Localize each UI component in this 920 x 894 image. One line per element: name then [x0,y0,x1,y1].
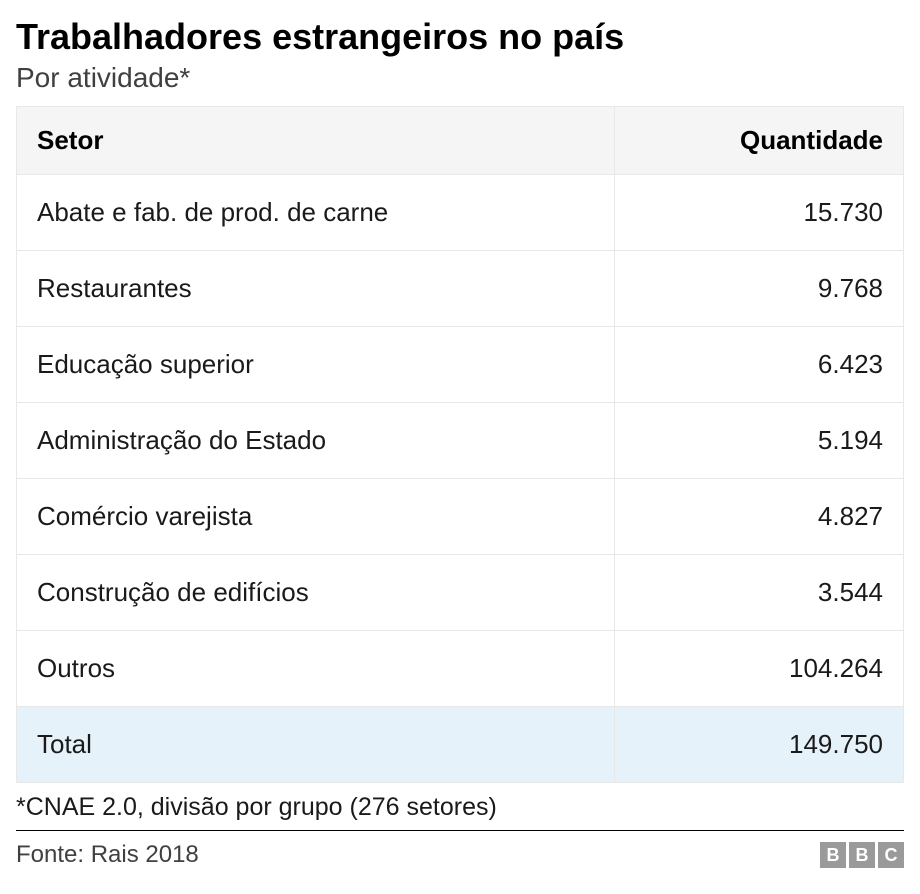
table-row: Total149.750 [17,707,904,783]
source-row: Fonte: Rais 2018 B B C [16,831,904,869]
bbc-logo-letter: B [849,842,875,868]
bbc-logo-letter: C [878,842,904,868]
cell-quantity: 149.750 [614,707,903,783]
col-header-sector: Setor [17,107,615,175]
cell-sector: Comércio varejista [17,479,615,555]
table-row: Construção de edifícios3.544 [17,555,904,631]
bbc-logo-letter: B [820,842,846,868]
table-row: Abate e fab. de prod. de carne15.730 [17,175,904,251]
cell-sector: Educação superior [17,327,615,403]
col-header-quantity: Quantidade [614,107,903,175]
table-row: Educação superior6.423 [17,327,904,403]
table-row: Outros104.264 [17,631,904,707]
cell-quantity: 3.544 [614,555,903,631]
cell-quantity: 104.264 [614,631,903,707]
cell-sector: Construção de edifícios [17,555,615,631]
cell-sector: Restaurantes [17,251,615,327]
cell-quantity: 6.423 [614,327,903,403]
table-row: Comércio varejista4.827 [17,479,904,555]
table-row: Administração do Estado5.194 [17,403,904,479]
cell-quantity: 15.730 [614,175,903,251]
table-row: Restaurantes9.768 [17,251,904,327]
cell-sector: Total [17,707,615,783]
bbc-logo: B B C [820,842,904,868]
page-subtitle: Por atividade* [16,62,904,94]
cell-sector: Abate e fab. de prod. de carne [17,175,615,251]
cell-quantity: 4.827 [614,479,903,555]
cell-quantity: 9.768 [614,251,903,327]
source-text: Fonte: Rais 2018 [16,841,199,869]
page-title: Trabalhadores estrangeiros no país [16,16,904,58]
cell-sector: Administração do Estado [17,403,615,479]
data-table: Setor Quantidade Abate e fab. de prod. d… [16,106,904,783]
cell-sector: Outros [17,631,615,707]
cell-quantity: 5.194 [614,403,903,479]
table-header-row: Setor Quantidade [17,107,904,175]
footnote: *CNAE 2.0, divisão por grupo (276 setore… [16,783,904,831]
